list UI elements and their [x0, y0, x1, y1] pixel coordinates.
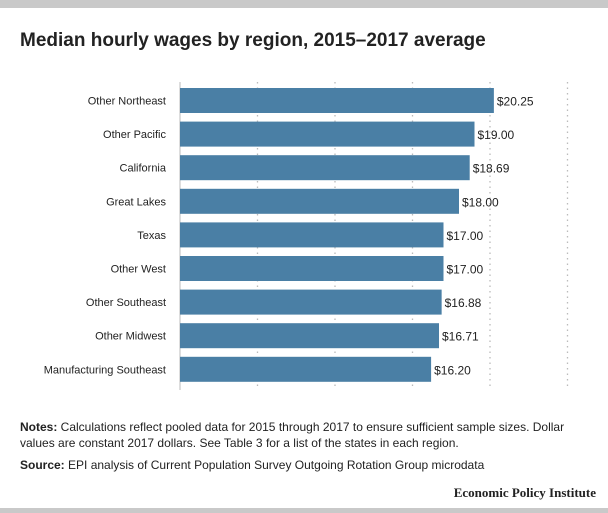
notes-label: Notes: [20, 420, 58, 434]
bar [180, 188, 459, 214]
value-label: $16.88 [445, 296, 482, 310]
bar [180, 323, 440, 349]
bar [180, 356, 432, 382]
value-label: $17.00 [447, 263, 484, 277]
publisher-logo: Economic Policy Institute [453, 485, 596, 500]
bar [180, 155, 470, 181]
notes-text: Calculations reflect pooled data for 201… [20, 420, 565, 450]
category-label: Other West [111, 264, 166, 276]
top-rule [0, 0, 608, 8]
bar [180, 256, 444, 281]
source-text: EPI analysis of Current Population Surve… [64, 458, 485, 472]
value-label: $16.71 [442, 330, 479, 344]
bar [180, 222, 444, 248]
bottom-rule [0, 508, 608, 513]
category-label: Other Midwest [95, 331, 166, 343]
value-label: $16.20 [434, 363, 471, 377]
category-label: California [120, 163, 167, 175]
category-label: Other Northeast [88, 96, 166, 108]
value-label: $19.00 [478, 128, 515, 142]
category-label: Other Southeast [86, 297, 166, 309]
value-label: $18.00 [462, 195, 499, 209]
source-label: Source: [20, 458, 65, 472]
category-label: Texas [137, 230, 166, 242]
bar [180, 88, 494, 113]
bar-chart: Other Northeast $20.25 Other Pacific $19.00… [44, 82, 569, 390]
category-label: Other Pacific [103, 129, 166, 141]
value-label: $17.00 [447, 229, 484, 243]
notes: Notes: Calculations reflect pooled data … [20, 419, 590, 451]
source: Source: EPI analysis of Current Populati… [20, 457, 595, 473]
category-label: Great Lakes [106, 196, 166, 208]
bar [180, 289, 442, 315]
value-label: $20.25 [497, 95, 534, 109]
bar [180, 121, 475, 147]
category-label: Manufacturing Southeast [44, 364, 166, 376]
value-label: $18.69 [473, 162, 510, 176]
chart-title: Median hourly wages by region, 2015–2017… [20, 30, 486, 51]
